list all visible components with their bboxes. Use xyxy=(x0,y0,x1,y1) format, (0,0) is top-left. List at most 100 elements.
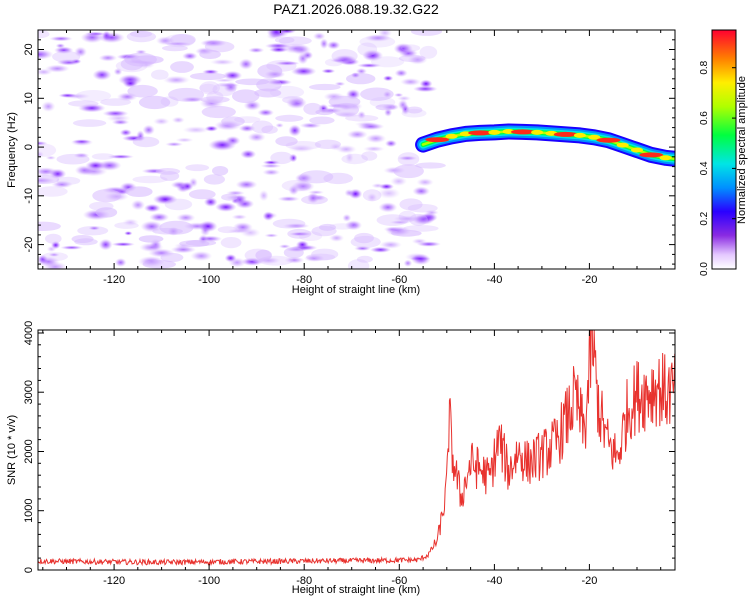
noise-haze xyxy=(203,174,225,185)
noise-blob xyxy=(224,254,237,263)
noise-blob xyxy=(364,34,392,42)
noise-haze xyxy=(120,57,144,71)
noise-haze xyxy=(125,186,153,197)
noise-haze xyxy=(56,153,90,165)
colorbar-gradient xyxy=(711,29,737,270)
noise-haze xyxy=(272,218,306,229)
noise-blob xyxy=(215,202,237,212)
noise-haze xyxy=(212,82,236,97)
noise-haze xyxy=(152,227,183,235)
noise-blob xyxy=(383,226,401,233)
noise-blob xyxy=(111,119,130,125)
noise-blob xyxy=(176,213,196,222)
noise-blob xyxy=(378,202,398,213)
noise-haze xyxy=(164,34,195,48)
noise-blob xyxy=(153,117,170,126)
noise-haze xyxy=(278,36,312,46)
signal-peak xyxy=(553,131,578,137)
noise-haze xyxy=(357,42,378,57)
noise-blob xyxy=(51,180,73,189)
noise-haze xyxy=(275,114,304,122)
noise-haze xyxy=(311,248,339,260)
noise-haze xyxy=(400,44,421,52)
noise-blob xyxy=(98,32,125,44)
noise-haze xyxy=(162,45,188,52)
noise-haze xyxy=(75,90,112,102)
noise-blob xyxy=(88,226,101,231)
noise-blob xyxy=(136,130,145,142)
noise-haze xyxy=(170,33,196,46)
noise-haze xyxy=(138,235,164,243)
noise-blob xyxy=(329,234,345,242)
noise-blob xyxy=(188,177,198,188)
noise-blob xyxy=(326,40,341,50)
snr-y-axis: 0 1000 2000 3000 4000 xyxy=(23,321,675,573)
noise-haze xyxy=(281,180,312,192)
noise-haze xyxy=(77,226,109,236)
noise-blob xyxy=(377,187,401,199)
noise-blob xyxy=(400,78,421,86)
y-tick-label: 0 xyxy=(23,567,35,573)
noise-blob xyxy=(277,30,297,34)
noise-haze xyxy=(114,222,139,229)
noise-blob xyxy=(362,49,384,62)
signal-peak xyxy=(445,133,458,139)
colorbar-tick-label: 0.6 xyxy=(699,111,710,125)
noise-haze xyxy=(397,152,420,166)
noise-blob xyxy=(165,142,184,147)
noise-blob xyxy=(346,130,368,139)
noise-blob xyxy=(60,245,84,250)
noise-blob xyxy=(365,133,387,144)
spectrogram-frame xyxy=(37,29,676,270)
noise-haze xyxy=(126,30,157,43)
noise-haze xyxy=(204,41,235,53)
noise-blob xyxy=(288,144,315,153)
x-tick-label: -60 xyxy=(391,575,407,587)
noise-blob xyxy=(397,155,418,161)
noise-haze xyxy=(168,87,205,102)
signal-peak xyxy=(468,130,493,136)
noise-haze xyxy=(356,255,373,263)
noise-blob xyxy=(394,69,408,78)
noise-haze xyxy=(406,106,423,114)
noise-haze xyxy=(179,240,210,248)
noise-haze xyxy=(398,54,426,63)
noise-blob xyxy=(295,240,309,249)
noise-blob xyxy=(342,213,352,222)
x-tick-label: -100 xyxy=(198,274,220,286)
noise-blob xyxy=(164,41,192,46)
noise-blob xyxy=(313,32,326,41)
x-tick-label: -80 xyxy=(296,274,312,286)
noise-haze xyxy=(56,176,81,185)
noise-blob xyxy=(288,153,298,163)
noise-haze xyxy=(235,78,269,86)
noise-haze xyxy=(189,72,226,81)
noise-haze xyxy=(132,136,160,148)
noise-blob xyxy=(171,116,185,124)
noise-blob xyxy=(275,122,284,128)
noise-blob xyxy=(92,69,112,81)
noise-blob xyxy=(124,231,133,236)
noise-haze xyxy=(309,83,341,91)
spectrogram-x-axis: -120 -100 -80 -60 -40 -20 xyxy=(42,30,662,286)
noise-blob xyxy=(304,254,325,262)
noise-haze xyxy=(270,151,293,165)
noise-blob xyxy=(73,152,90,159)
noise-blob xyxy=(390,176,408,186)
signal-peak xyxy=(588,134,601,140)
noise-haze xyxy=(138,95,171,110)
colorbar: 0.0 0.2 0.4 0.6 0.8 Normalized spectral ampl… xyxy=(699,29,748,276)
noise-haze xyxy=(350,235,381,248)
noise-blob xyxy=(240,149,257,159)
noise-blob xyxy=(200,225,211,237)
noise-blob xyxy=(295,173,313,184)
noise-haze xyxy=(188,189,216,200)
noise-haze xyxy=(415,162,446,169)
noise-blob xyxy=(289,231,312,237)
noise-haze xyxy=(323,172,354,185)
noise-blob xyxy=(107,154,134,159)
noise-blob xyxy=(354,245,371,251)
noise-blob xyxy=(204,125,219,132)
noise-haze xyxy=(391,230,422,237)
noise-haze xyxy=(419,45,438,59)
